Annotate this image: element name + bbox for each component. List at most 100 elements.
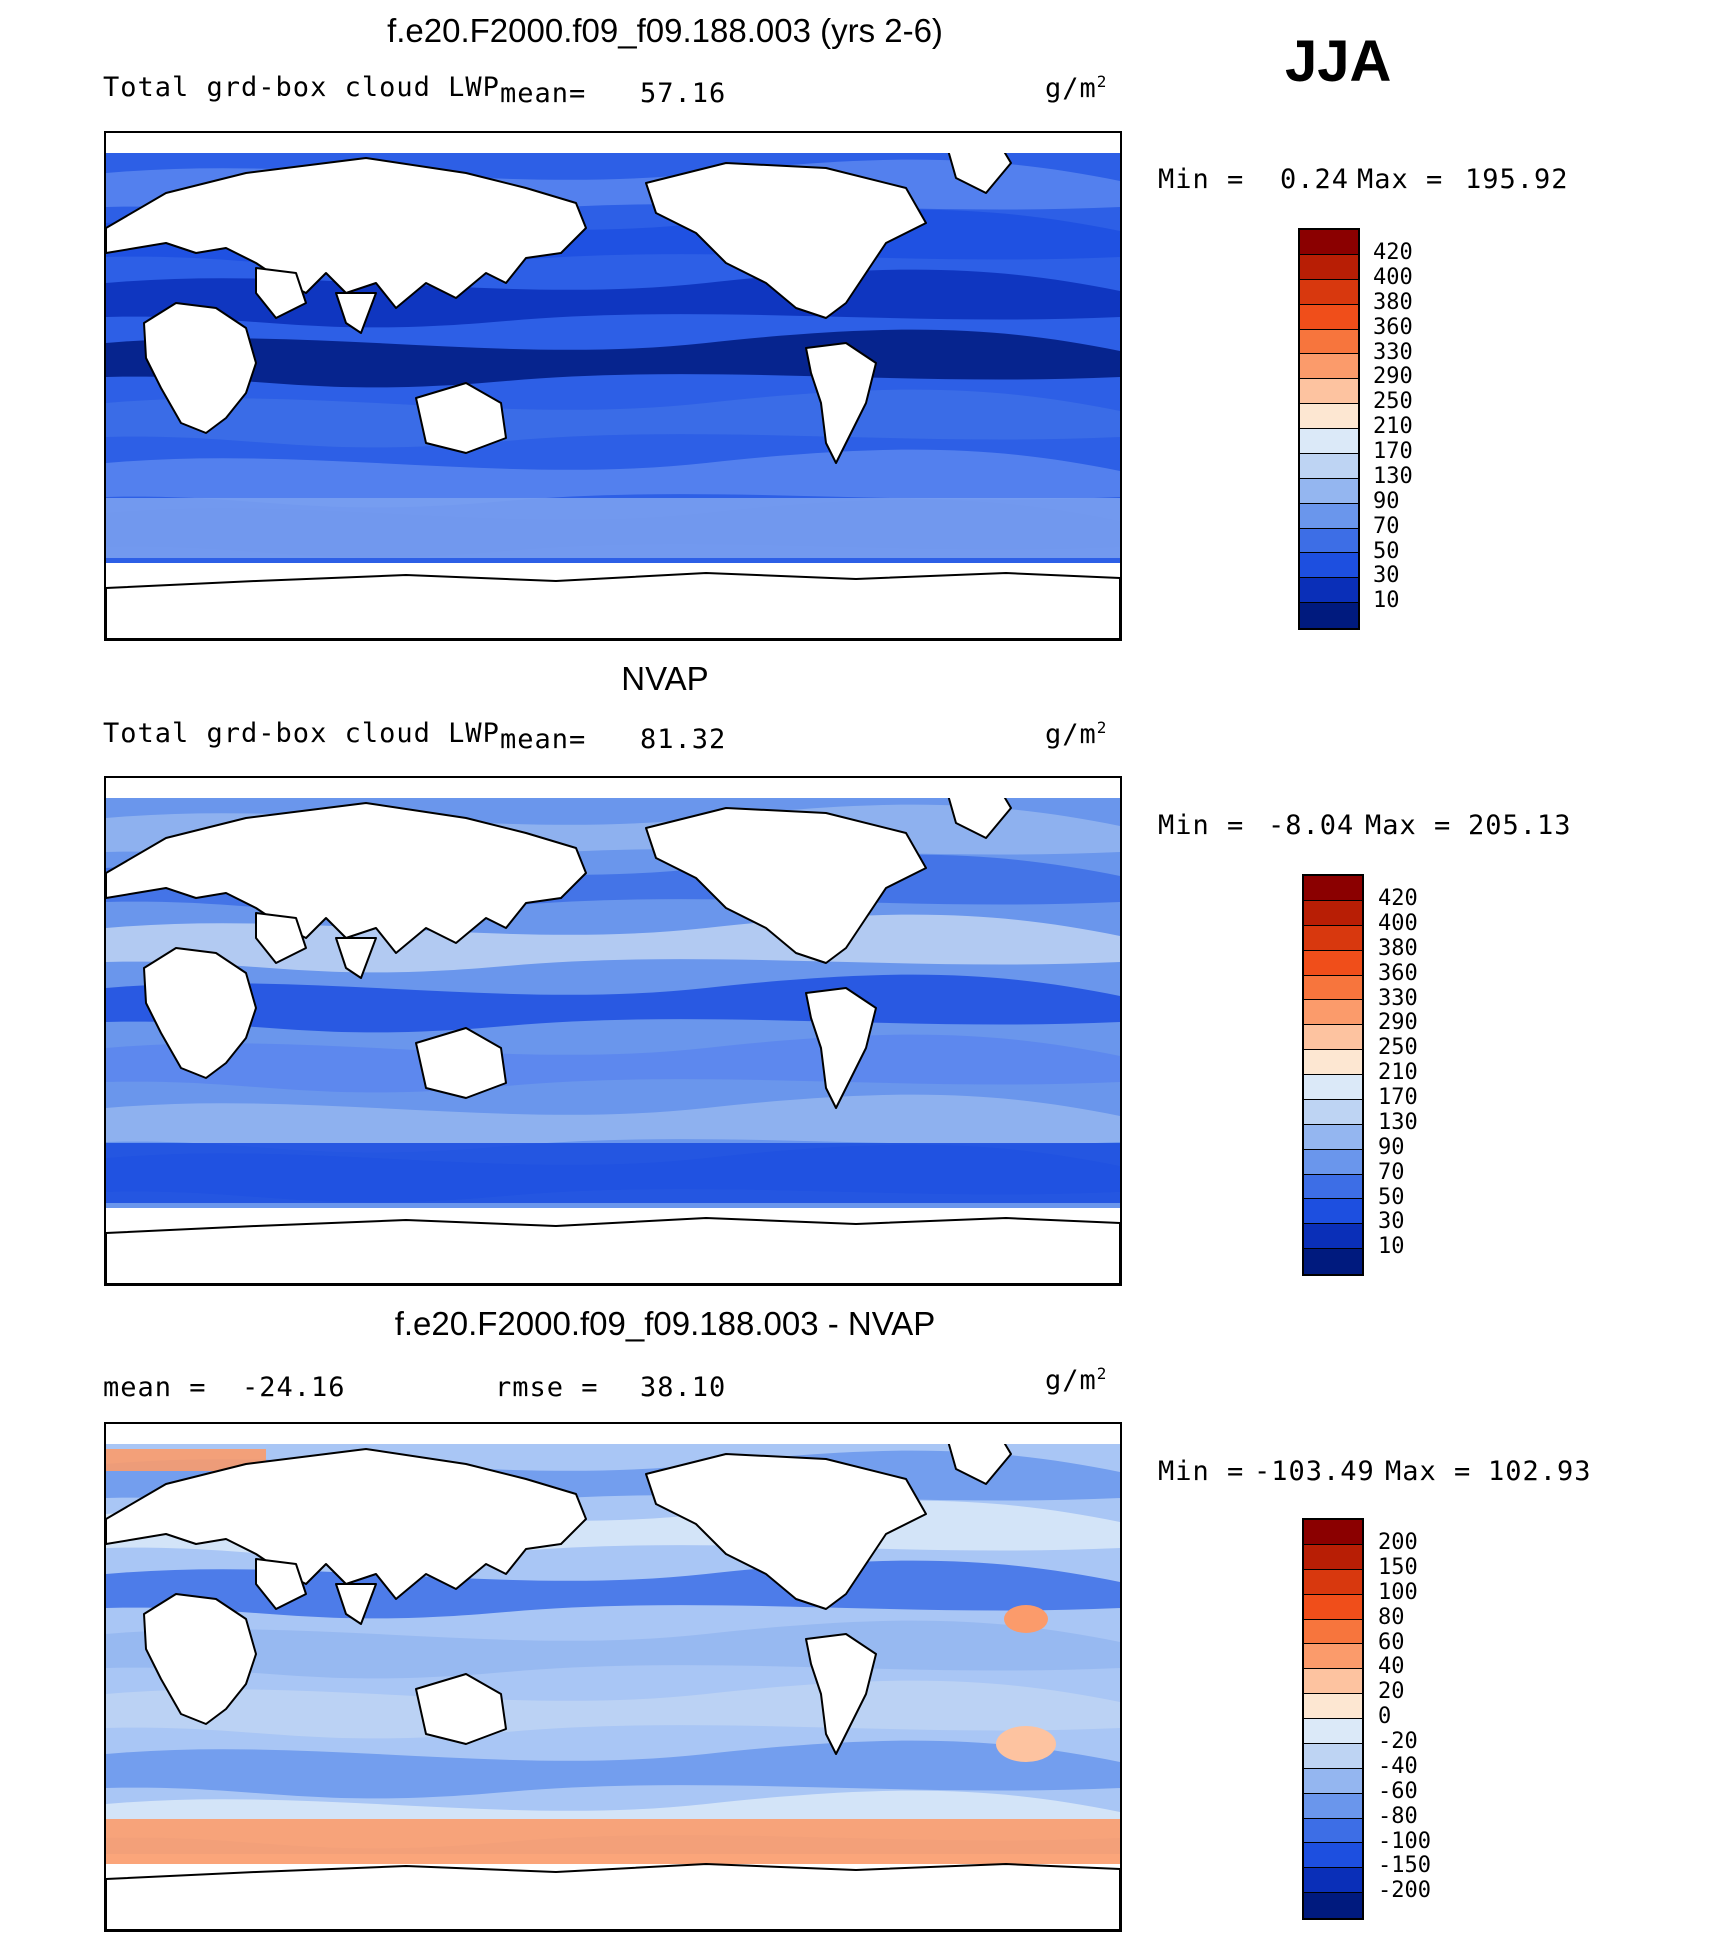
panel3-colorbar (1302, 1518, 1364, 1920)
colorbar-tick-label: 250 (1378, 1035, 1418, 1061)
colorbar-swatch (1300, 503, 1358, 529)
landmass (645, 807, 927, 964)
colorbar-swatch (1304, 876, 1362, 901)
colorbar-tick-label: 400 (1373, 264, 1413, 290)
colorbar-tick-label: 290 (1378, 1010, 1418, 1036)
colorbar-swatch (1304, 900, 1362, 926)
landmass (143, 302, 257, 434)
colorbar-swatch (1304, 1544, 1362, 1570)
colorbar-swatch (1300, 329, 1358, 355)
colorbar-tick-label: 90 (1378, 1134, 1405, 1160)
panel3-mean-label: mean = (103, 1372, 207, 1403)
landmass (255, 912, 307, 964)
colorbar-swatch (1304, 1520, 1362, 1545)
panel1-min-value: 0.24 (1280, 164, 1350, 195)
colorbar-swatch (1300, 304, 1358, 330)
colorbar-swatch (1300, 254, 1358, 280)
colorbar-swatch (1304, 1694, 1362, 1719)
panel1-mean-label: mean= (500, 78, 587, 109)
colorbar-tick-label: 420 (1373, 240, 1413, 265)
colorbar-swatch (1304, 1224, 1362, 1250)
colorbar-tick-label: 380 (1373, 289, 1413, 315)
panel2-mean-label: mean= (500, 724, 587, 755)
panel2-max-label: Max = (1365, 810, 1452, 841)
landmass (106, 157, 587, 309)
panel1-colorbar (1298, 228, 1360, 630)
panel2-map (104, 776, 1122, 1286)
colorbar-swatch (1304, 1768, 1362, 1794)
landmass (106, 572, 1120, 639)
colorbar-swatch (1304, 1569, 1362, 1595)
colorbar-swatch (1300, 528, 1358, 554)
colorbar-tick-label: 0 (1378, 1704, 1392, 1730)
colorbar-tick-label: 170 (1373, 439, 1413, 464)
colorbar-tick-label: -200 (1378, 1878, 1431, 1904)
colorbar-tick-label: 380 (1378, 935, 1418, 961)
panel2-colorbar-labels: 420 400 380 360 330 290 250 210 170 130 90 70 50 30 10 (1378, 888, 1458, 1286)
panel1-title: f.e20.F2000.f09_f09.188.003 (yrs 2-6) (387, 12, 943, 49)
colorbar-swatch (1304, 1868, 1362, 1894)
colorbar-tick-label: 400 (1378, 910, 1418, 936)
colorbar-swatch (1300, 578, 1358, 604)
colorbar-swatch (1304, 1743, 1362, 1769)
panel1-mean-value: 57.16 (640, 78, 727, 109)
positive-anomaly (996, 1726, 1056, 1762)
landmass (335, 1583, 377, 1625)
landmass (805, 987, 877, 1109)
contour-band (106, 1740, 1120, 1799)
landmass (143, 1593, 257, 1725)
colorbar-tick-label: 50 (1373, 538, 1400, 564)
arctic-anomaly (106, 1449, 266, 1471)
panel1-variable: Total grd-box cloud LWP (103, 72, 500, 103)
colorbar-tick-label: 210 (1378, 1060, 1418, 1086)
landmass (335, 292, 377, 334)
panel3-max-value: 102.93 (1488, 1456, 1592, 1487)
colorbar-swatch (1304, 1199, 1362, 1225)
colorbar-swatch (1304, 1025, 1362, 1051)
colorbar-swatch (1304, 1149, 1362, 1175)
colorbar-tick-label: 30 (1378, 1209, 1405, 1235)
panel3-units: g/m2 (1045, 1364, 1108, 1396)
colorbar-tick-label: 10 (1373, 588, 1400, 614)
panel1-map (104, 131, 1122, 641)
colorbar-tick-label: 200 (1378, 1530, 1418, 1555)
landmass (805, 342, 877, 464)
panel2-title: NVAP (621, 660, 709, 697)
panel3-max-label: Max = (1385, 1456, 1472, 1487)
colorbar-swatch (1300, 553, 1358, 579)
landmass (415, 1027, 507, 1099)
panel3-map (104, 1422, 1122, 1932)
colorbar-swatch (1304, 1124, 1362, 1150)
colorbar-swatch (1304, 925, 1362, 951)
colorbar-swatch (1304, 1075, 1362, 1100)
positive-anomaly (1004, 1605, 1048, 1633)
colorbar-tick-label: 40 (1378, 1654, 1405, 1680)
colorbar-tick-label: 10 (1378, 1234, 1405, 1260)
colorbar-tick-label: 90 (1373, 488, 1400, 514)
panel3-min-label: Min = (1158, 1456, 1245, 1487)
colorbar-tick-label: 60 (1378, 1629, 1405, 1655)
landmass (415, 1673, 507, 1745)
colorbar-tick-label: -100 (1378, 1828, 1431, 1854)
colorbar-tick-label: 330 (1373, 339, 1413, 365)
landmass (645, 162, 927, 319)
colorbar-tick-label: 250 (1373, 389, 1413, 415)
colorbar-tick-label: -60 (1378, 1778, 1418, 1804)
colorbar-swatch (1304, 1099, 1362, 1125)
panel1-map-field (106, 133, 1120, 639)
panel2-variable: Total grd-box cloud LWP (103, 718, 500, 749)
colorbar-swatch (1300, 379, 1358, 405)
colorbar-swatch (1304, 975, 1362, 1001)
colorbar-tick-label: -80 (1378, 1803, 1418, 1829)
no-data-strip (106, 778, 1120, 798)
colorbar-swatch (1304, 1249, 1362, 1274)
colorbar-tick-label: 50 (1378, 1184, 1405, 1210)
colorbar-swatch (1300, 478, 1358, 504)
panel3-rmse-value: 38.10 (640, 1372, 727, 1403)
colorbar-tick-label: -20 (1378, 1729, 1418, 1754)
landmass (415, 382, 507, 454)
colorbar-swatch (1300, 429, 1358, 454)
panel3-min-value: -103.49 (1254, 1456, 1375, 1487)
colorbar-tick-label: 150 (1378, 1554, 1418, 1580)
colorbar-swatch (1304, 1719, 1362, 1744)
